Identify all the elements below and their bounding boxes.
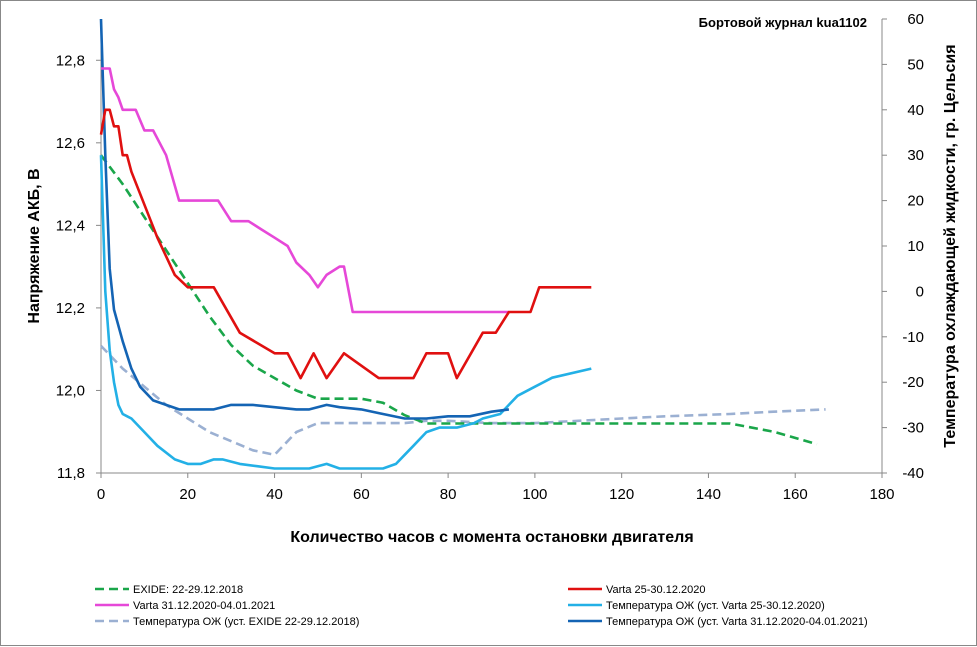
- legend-item-3: Varta 31.12.2020-04.01.2021: [95, 600, 275, 612]
- y-tick-label: 11,8: [57, 465, 85, 482]
- ticks-layer: 0 20 40 60 80 100 120 140 160 18011,812,012,212,4…: [56, 11, 924, 503]
- legend-item-2: Varta 25-30.12.2020: [568, 584, 705, 596]
- legend-item-6: Температура ОЖ (уст. Varta 31.12.2020-04…: [568, 616, 868, 628]
- y2-tick-label: -30: [902, 420, 924, 437]
- y2-axis-title: Температура охлаждающей жидкости, гр. Це…: [942, 44, 959, 447]
- series-line-6: [99, 18, 510, 420]
- x-tick-label: 20: [179, 486, 196, 503]
- y-axis-title: Напряжение АКБ, В: [26, 168, 43, 323]
- legend-label: Температура ОЖ (уст. Varta 25-30.12.2020…: [606, 600, 825, 612]
- y2-tick-label: 50: [907, 56, 924, 73]
- legend-label: Varta 31.12.2020-04.01.2021: [133, 600, 275, 612]
- x-tick-label: 100: [522, 486, 547, 503]
- series-line-1: [99, 154, 818, 446]
- y-tick-label: 12,6: [56, 135, 85, 152]
- x-tick-label: 160: [783, 486, 808, 503]
- plot-area: [100, 19, 883, 474]
- legend-item-5: Температура ОЖ (уст. EXIDE 22-29.12.2018…: [95, 616, 359, 628]
- x-tick-label: 0: [97, 486, 105, 503]
- series-line-5: [100, 345, 826, 457]
- x-tick-label: 120: [609, 486, 634, 503]
- y2-tick-label: 60: [907, 11, 924, 28]
- x-axis-title: Количество часов с момента остановки дви…: [290, 529, 693, 546]
- series-layer: [99, 18, 826, 470]
- x-tick-label: 80: [440, 486, 457, 503]
- y2-tick-label: 20: [907, 193, 924, 210]
- legend-item-1: EXIDE: 22-29.12.2018: [95, 584, 243, 596]
- x-tick-label: 140: [696, 486, 721, 503]
- series-line-4: [99, 155, 592, 470]
- y-tick-label: 12,0: [56, 382, 85, 399]
- legend-label: Varta 25-30.12.2020: [606, 584, 705, 596]
- y2-tick-label: 40: [907, 102, 924, 119]
- x-tick-label: 180: [869, 486, 894, 503]
- series-line-2: [99, 108, 592, 380]
- y2-tick-label: -20: [902, 374, 924, 391]
- y2-tick-label: 0: [916, 283, 924, 300]
- x-tick-label: 40: [266, 486, 283, 503]
- legend-label: Температура ОЖ (уст. Varta 31.12.2020-04…: [606, 616, 868, 628]
- y2-tick-label: 10: [907, 238, 924, 255]
- legend-label: EXIDE: 22-29.12.2018: [133, 584, 243, 596]
- legend-item-4: Температура ОЖ (уст. Varta 25-30.12.2020…: [568, 600, 825, 612]
- series-line-3: [101, 67, 509, 314]
- legend: EXIDE: 22-29.12.2018 Varta 25-30.12.2020 V…: [95, 584, 868, 628]
- y-tick-label: 12,2: [56, 300, 85, 317]
- y-tick-label: 12,4: [56, 217, 85, 234]
- chart-title: Бортовой журнал kua1102: [699, 15, 867, 30]
- y-tick-label: 12,8: [56, 52, 85, 69]
- y2-tick-label: 30: [907, 147, 924, 164]
- x-tick-label: 60: [353, 486, 370, 503]
- y2-tick-label: -10: [902, 329, 924, 346]
- y2-tick-label: -40: [902, 465, 924, 482]
- legend-label: Температура ОЖ (уст. EXIDE 22-29.12.2018…: [133, 616, 359, 628]
